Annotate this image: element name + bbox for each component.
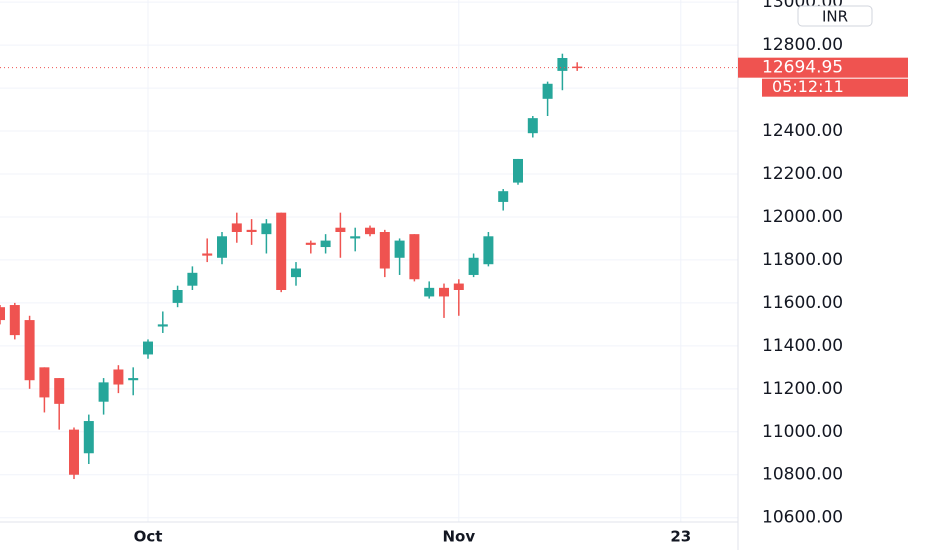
candle-body <box>128 378 139 381</box>
candle-body <box>513 158 523 183</box>
candle-body <box>261 223 272 235</box>
candle-body <box>24 320 35 381</box>
candle-body <box>439 287 449 297</box>
countdown-label: 05:12:11 <box>772 77 844 96</box>
x-tick-label: Oct <box>134 528 163 546</box>
candle-body <box>143 341 153 355</box>
candle-body <box>409 234 420 280</box>
candle-body <box>424 287 435 297</box>
candle-body <box>305 242 316 245</box>
y-tick-label: 12200.00 <box>762 164 843 184</box>
candle-body <box>335 227 346 232</box>
candle-body <box>453 283 464 290</box>
y-tick-label: 11600.00 <box>762 293 843 313</box>
candle-body <box>157 324 168 327</box>
y-tick-label: 11800.00 <box>762 250 843 270</box>
candle-body <box>83 421 94 454</box>
x-tick-label: 23 <box>670 528 691 546</box>
candle-body <box>350 236 361 239</box>
candle-body <box>69 429 79 475</box>
candle-body <box>202 253 213 256</box>
candle-body <box>98 382 109 402</box>
y-tick-label: 11200.00 <box>762 379 843 399</box>
candle-body <box>379 232 390 269</box>
currency-badge[interactable] <box>797 5 873 27</box>
y-tick-label: 12400.00 <box>762 121 843 141</box>
candle-body <box>468 257 479 275</box>
candle-body <box>527 118 538 134</box>
candle-body <box>291 268 301 278</box>
candle-body <box>365 227 375 235</box>
candle-body <box>39 367 50 398</box>
candle-body <box>231 223 242 232</box>
candle-body <box>320 240 331 248</box>
candle-body <box>113 369 124 385</box>
candle-body <box>217 236 227 258</box>
candle-body <box>246 229 257 232</box>
x-tick-label: Nov <box>442 528 475 546</box>
last-price-label: 12694.95 <box>762 58 843 78</box>
y-tick-label: 11000.00 <box>762 422 843 442</box>
candle-body <box>572 66 583 69</box>
y-tick-label: 10600.00 <box>762 508 843 528</box>
candle-body <box>394 240 405 258</box>
candle-body <box>187 272 198 286</box>
candle-body <box>542 83 553 99</box>
candle-body <box>483 236 494 265</box>
currency-label: INR <box>822 8 848 26</box>
y-tick-label: 11400.00 <box>762 336 843 356</box>
candle-body <box>0 307 5 321</box>
candle-body <box>54 378 65 404</box>
candle-body <box>498 191 509 202</box>
last-price-tag <box>738 57 908 78</box>
countdown-tag <box>762 78 908 97</box>
candle-body <box>557 58 568 71</box>
candle-body <box>9 305 20 336</box>
y-tick-label: 10800.00 <box>762 465 843 485</box>
y-tick-label: 12000.00 <box>762 207 843 227</box>
candle-body <box>276 212 287 290</box>
candle-body <box>172 290 183 303</box>
y-tick-label: 12800.00 <box>762 35 843 55</box>
